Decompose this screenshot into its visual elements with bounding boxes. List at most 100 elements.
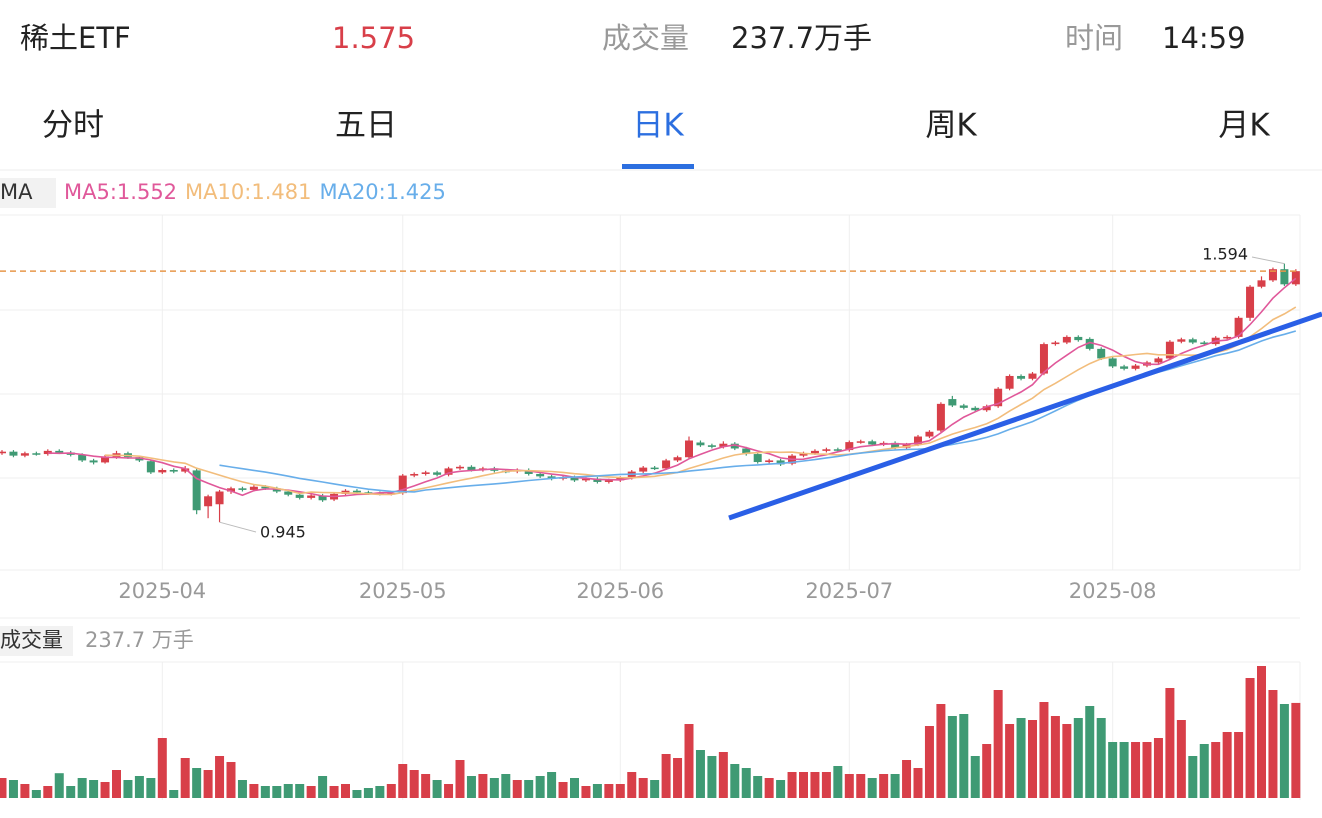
candle-body (1188, 339, 1197, 343)
volume-bar (604, 784, 614, 798)
candle-body (1291, 271, 1300, 285)
volume-bar (169, 790, 179, 798)
candle-body (948, 399, 957, 406)
volume-bar (146, 778, 156, 798)
volume-bar (0, 778, 7, 798)
candle-body (192, 470, 201, 511)
volume-bar (1211, 742, 1221, 798)
time-value: 14:59 (1162, 21, 1246, 55)
volume-bar (1153, 738, 1163, 798)
candle-body (685, 440, 693, 458)
tab[interactable]: 周K (925, 108, 977, 144)
volume-bar (1176, 720, 1186, 798)
candle-body (1028, 373, 1037, 379)
candle-body (169, 469, 178, 472)
candle-body (272, 488, 281, 492)
time-caption: 时间 (1065, 21, 1123, 55)
x-tick-label: 2025-06 (576, 579, 664, 603)
volume-bar (638, 778, 648, 798)
min-label: 0.945 (260, 523, 306, 542)
volume-bar (615, 784, 625, 798)
volume-bar (1073, 718, 1083, 798)
candle-body (43, 450, 52, 455)
volume-bar (100, 782, 110, 798)
candle-body (1280, 269, 1289, 285)
candle-body (730, 443, 739, 449)
candle-body (1005, 375, 1014, 389)
volume-bar (455, 760, 465, 798)
candle-body (799, 453, 808, 456)
volume-bar (1291, 702, 1301, 798)
volume-bar (684, 724, 694, 798)
volume-bar (180, 758, 190, 798)
volume-bar (1062, 724, 1072, 798)
volume-bar (764, 778, 774, 798)
volume-bar (272, 786, 282, 798)
candle-body (810, 450, 819, 454)
candle-body (994, 388, 1003, 407)
tab[interactable]: 五日 (335, 108, 397, 144)
volume-bar (203, 770, 213, 798)
volume-bar (306, 786, 316, 798)
volume-bar (1119, 742, 1129, 798)
volume-bar (432, 780, 442, 798)
tab[interactable]: 月K (1218, 108, 1270, 144)
volume-bar (993, 690, 1003, 798)
volume-bar (226, 762, 236, 798)
tab-active[interactable]: 日K (632, 108, 684, 144)
candle-body (1131, 365, 1140, 369)
ma-legend-entry: MA20:1.425 (319, 180, 445, 204)
volume-bar (249, 784, 259, 798)
volume-bar (1245, 678, 1255, 798)
volume-bar (375, 786, 385, 798)
volume-bar (43, 786, 53, 798)
volume-bar (66, 786, 76, 798)
volume-bar (363, 788, 373, 798)
candle-body (707, 445, 716, 447)
x-tick-label: 2025-07 (805, 579, 893, 603)
volume-bar (1108, 742, 1118, 798)
volume-badge (0, 626, 73, 656)
ma-legend-entry: MA10:1.481 (185, 180, 311, 204)
volume-bar (31, 790, 41, 798)
volume-bar (535, 776, 545, 798)
ma-line (104, 306, 1297, 496)
volume-bar (20, 784, 30, 798)
tab[interactable]: 分时 (42, 108, 104, 144)
candle-body (1017, 375, 1026, 379)
volume-bar (409, 770, 419, 798)
candle-body (776, 460, 785, 465)
candle-body (0, 451, 6, 454)
volume-bar (799, 772, 808, 798)
volume-bar (192, 768, 202, 798)
candle-body (868, 441, 877, 445)
volume-caption: 成交量 (602, 21, 689, 55)
volume-bar (856, 774, 866, 798)
volume-bar (650, 780, 660, 798)
candle-body (135, 457, 144, 461)
volume-bar (1188, 756, 1198, 798)
volume-bar (707, 756, 717, 798)
candle-body (581, 478, 590, 481)
volume-bar (627, 772, 637, 798)
candle-body (1154, 358, 1163, 363)
candle-body (833, 449, 842, 451)
volume-bar (283, 784, 293, 798)
candle-body (959, 405, 968, 408)
x-tick-label: 2025-05 (359, 579, 447, 603)
x-tick-label: 2025-04 (118, 579, 206, 603)
volume-bar (695, 750, 705, 798)
volume-bar (787, 772, 797, 798)
etf-name: 稀土ETF (20, 21, 131, 55)
volume-bar (924, 726, 934, 798)
candle-body (1165, 341, 1174, 359)
volume-bar (478, 774, 488, 798)
volume-bar (1039, 702, 1049, 798)
volume-bar (810, 772, 820, 798)
candle-body (536, 473, 545, 477)
candle-body (307, 495, 316, 498)
min-leader (219, 521, 257, 533)
candle-body (227, 488, 235, 492)
volume-bar (1131, 742, 1141, 798)
candle-body (1177, 339, 1186, 342)
